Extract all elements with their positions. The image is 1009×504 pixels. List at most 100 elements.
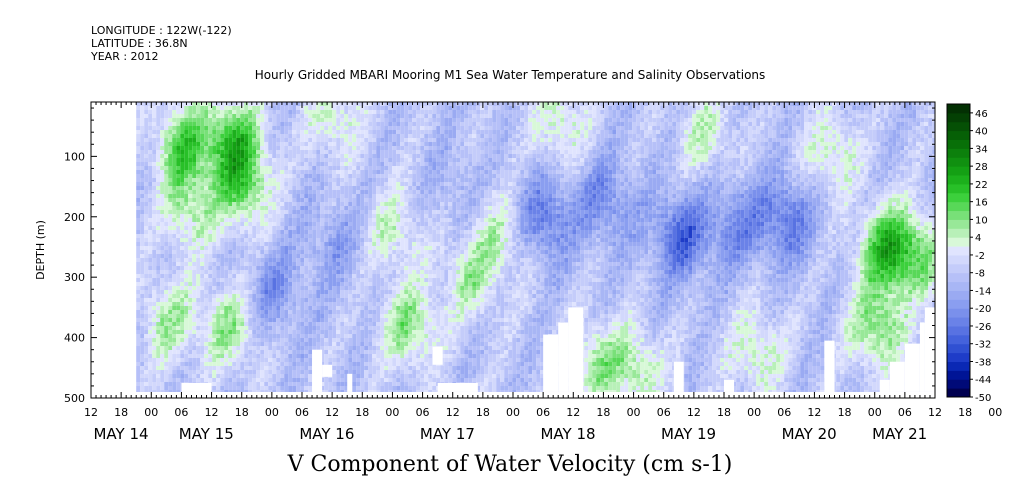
heatmap-cell bbox=[344, 146, 349, 150]
heatmap-cell bbox=[332, 250, 337, 254]
heatmap-cell bbox=[184, 122, 189, 126]
heatmap-cell bbox=[156, 114, 161, 118]
heatmap-cell bbox=[164, 382, 169, 386]
heatmap-cell bbox=[212, 134, 217, 138]
heatmap-cell bbox=[148, 338, 153, 342]
heatmap-cell bbox=[224, 306, 229, 310]
heatmap-cell bbox=[140, 238, 145, 242]
heatmap-cell bbox=[240, 250, 245, 254]
heatmap-cell bbox=[392, 350, 397, 354]
heatmap-cell bbox=[304, 302, 309, 306]
heatmap-cell bbox=[396, 294, 401, 298]
heatmap-cell bbox=[220, 242, 225, 246]
heatmap-cell bbox=[300, 142, 305, 146]
heatmap-cell bbox=[176, 226, 181, 230]
heatmap-cell bbox=[248, 238, 253, 242]
heatmap-cell bbox=[316, 342, 321, 346]
heatmap-cell bbox=[280, 362, 285, 366]
heatmap-cell bbox=[380, 194, 385, 198]
heatmap-cell bbox=[368, 254, 373, 258]
heatmap-cell bbox=[232, 134, 237, 138]
heatmap-cell bbox=[360, 370, 365, 374]
heatmap-cell bbox=[316, 198, 321, 202]
heatmap-cell bbox=[176, 390, 181, 392]
heatmap-cell bbox=[184, 206, 189, 210]
heatmap-cell bbox=[192, 258, 197, 262]
heatmap-cell bbox=[384, 106, 389, 110]
heatmap-cell bbox=[260, 170, 265, 174]
heatmap-cell bbox=[280, 154, 285, 158]
heatmap-cell bbox=[400, 386, 405, 390]
heatmap-cell bbox=[168, 286, 173, 290]
heatmap-cell bbox=[312, 202, 317, 206]
heatmap-cell bbox=[280, 242, 285, 246]
heatmap-cell bbox=[304, 190, 309, 194]
heatmap-cell bbox=[212, 206, 217, 210]
heatmap-cell bbox=[244, 378, 249, 382]
heatmap-cell bbox=[312, 322, 317, 326]
heatmap-cell bbox=[344, 266, 349, 270]
heatmap-cell bbox=[396, 182, 401, 186]
heatmap-cell bbox=[288, 130, 293, 134]
heatmap-cell bbox=[244, 346, 249, 350]
heatmap-cell bbox=[300, 330, 305, 334]
heatmap-cell bbox=[336, 202, 341, 206]
heatmap-cell bbox=[168, 262, 173, 266]
heatmap-cell bbox=[304, 250, 309, 254]
heatmap-cell bbox=[148, 234, 153, 238]
heatmap-cell bbox=[372, 218, 377, 222]
heatmap-cell bbox=[200, 234, 205, 238]
heatmap-cell bbox=[176, 150, 181, 154]
heatmap-cell bbox=[328, 194, 333, 198]
heatmap-cell bbox=[212, 130, 217, 134]
heatmap-cell bbox=[232, 182, 237, 186]
heatmap-cell bbox=[280, 122, 285, 126]
heatmap-cell bbox=[268, 274, 273, 278]
heatmap-cell bbox=[260, 146, 265, 150]
heatmap-cell bbox=[184, 266, 189, 270]
heatmap-cell bbox=[360, 182, 365, 186]
heatmap-cell bbox=[164, 110, 169, 114]
heatmap-cell bbox=[140, 278, 145, 282]
heatmap-cell bbox=[388, 126, 393, 130]
heatmap-cell bbox=[136, 234, 141, 238]
heatmap-cell bbox=[384, 330, 389, 334]
heatmap-cell bbox=[392, 126, 397, 130]
heatmap-cell bbox=[324, 218, 329, 222]
heatmap-cell bbox=[304, 110, 309, 114]
heatmap-cell bbox=[392, 310, 397, 314]
heatmap-cell bbox=[276, 298, 281, 302]
heatmap-cell bbox=[172, 310, 177, 314]
heatmap-cell bbox=[172, 162, 177, 166]
heatmap-cell bbox=[368, 170, 373, 174]
heatmap-cell bbox=[348, 130, 353, 134]
heatmap-cell bbox=[392, 154, 397, 158]
heatmap-cell bbox=[224, 362, 229, 366]
heatmap-cell bbox=[260, 234, 265, 238]
heatmap-cell bbox=[348, 278, 353, 282]
heatmap-cell bbox=[244, 362, 249, 366]
heatmap-cell bbox=[168, 130, 173, 134]
heatmap-cell bbox=[248, 310, 253, 314]
heatmap-cell bbox=[332, 206, 337, 210]
heatmap-cell bbox=[232, 194, 237, 198]
heatmap-cell bbox=[220, 114, 225, 118]
heatmap-cell bbox=[268, 102, 273, 106]
heatmap-cell bbox=[344, 262, 349, 266]
heatmap-cell bbox=[384, 214, 389, 218]
heatmap-cell bbox=[148, 306, 153, 310]
heatmap-cell bbox=[168, 350, 173, 354]
heatmap-cell bbox=[348, 134, 353, 138]
heatmap-cell bbox=[372, 386, 377, 390]
heatmap-cell bbox=[184, 330, 189, 334]
heatmap-cell bbox=[268, 342, 273, 346]
heatmap-cell bbox=[200, 206, 205, 210]
heatmap-cell bbox=[352, 338, 357, 342]
heatmap-cell bbox=[396, 102, 401, 106]
heatmap-cell bbox=[252, 370, 257, 374]
heatmap-cell bbox=[160, 242, 165, 246]
heatmap-cell bbox=[264, 350, 269, 354]
heatmap-cell bbox=[256, 354, 261, 358]
heatmap-cell bbox=[404, 130, 409, 134]
heatmap-cell bbox=[152, 366, 157, 370]
